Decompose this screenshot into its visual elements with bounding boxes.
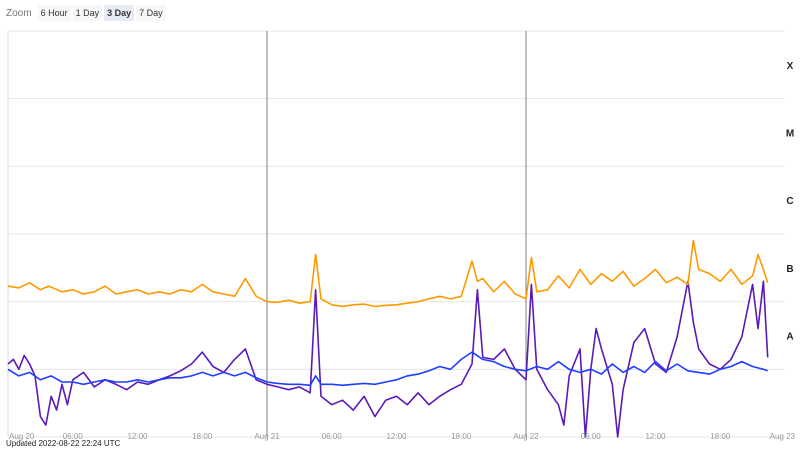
zoom-3-day-button[interactable]: 3 Day [104, 5, 135, 21]
x-tick-label: 06:00 [322, 432, 343, 441]
x-tick-label: Aug 23 [770, 432, 796, 441]
x-tick-label: 06:00 [581, 432, 602, 441]
x-tick-label: 06:00 [63, 432, 84, 441]
x-tick-labels: Aug 20 06:00 12:00 18:00 Aug 21 06:00 12:00 18:… [9, 432, 796, 441]
flare-class-label-m: M [786, 129, 794, 140]
flare-class-label-c: C [786, 196, 793, 207]
x-tick-label: Aug 22 [513, 432, 539, 441]
secondary-series-line-0 [7, 280, 769, 438]
x-tick-label: 12:00 [645, 432, 666, 441]
x-tick-label: 18:00 [710, 432, 731, 441]
zoom-label: Zoom [6, 7, 32, 19]
zoom-6-hour-button[interactable]: 6 Hour [37, 5, 71, 21]
x-tick-label: Aug 21 [254, 432, 280, 441]
x-tick-label: 18:00 [451, 432, 472, 441]
flare-class-label-x: X [787, 61, 794, 72]
updated-timestamp: Updated 2022-08-22 22:24 UTC [6, 439, 121, 448]
series-lines [7, 239, 769, 438]
zoom-7-day-button[interactable]: 7 Day [136, 5, 166, 21]
grid-lines [7, 30, 785, 438]
flare-class-label-b: B [786, 264, 793, 275]
series-line-1 [7, 351, 768, 387]
x-tick-label: 12:00 [127, 432, 148, 441]
x-tick-label: Aug 20 [9, 432, 35, 441]
zoom-bar: Zoom 6 Hour 1 Day 3 Day 7 Day [6, 4, 166, 22]
flare-class-label-a: A [786, 332, 793, 343]
flare-class-labels: A B C M X [786, 61, 794, 343]
series-line-0 [7, 239, 769, 308]
zoom-1-day-button[interactable]: 1 Day [72, 5, 103, 21]
x-tick-label: 18:00 [192, 432, 213, 441]
x-tick-label: 12:00 [386, 432, 407, 441]
